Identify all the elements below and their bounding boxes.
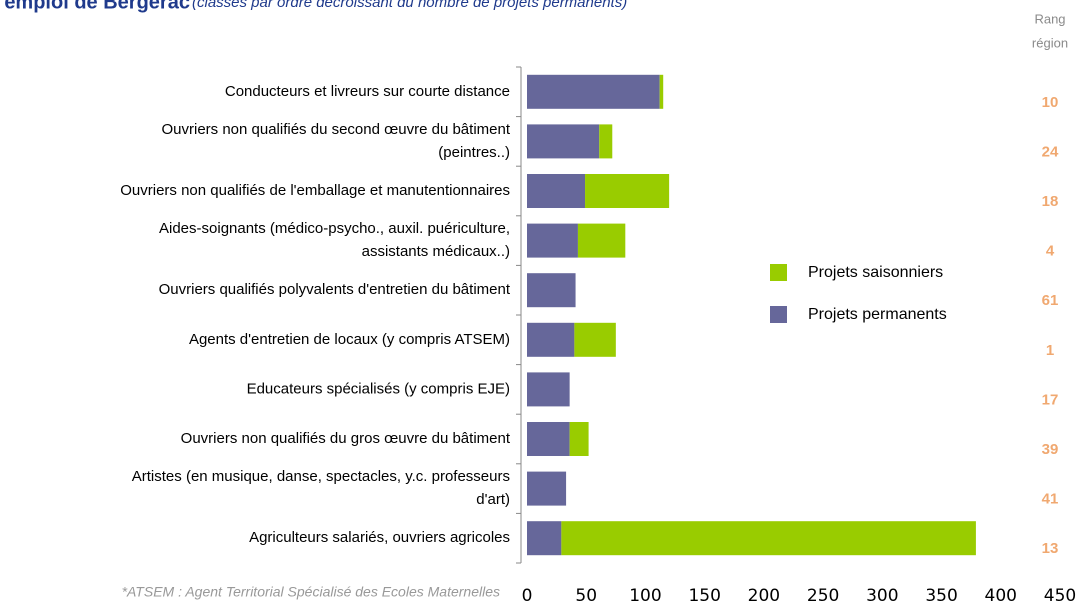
rank-label: 17 [1042, 391, 1059, 408]
x-tick-label: 100 [629, 586, 661, 606]
bar-segment [527, 372, 570, 407]
x-tick-label: 400 [985, 586, 1017, 606]
rank-label: 39 [1042, 441, 1059, 458]
chart-subtitle: (classés par ordre décroissant du nombre… [192, 0, 627, 11]
rank-label: 41 [1042, 491, 1059, 508]
footnote: *ATSEM : Agent Territorial Spécialisé de… [122, 584, 500, 600]
y-tick-label: Artistes (en musique, danse, spectacles,… [132, 468, 510, 485]
bar-segment [659, 74, 664, 109]
bar-segment [527, 471, 567, 506]
legend-label: Projets saisonniers [808, 264, 943, 281]
bar-segment [574, 322, 616, 357]
rank-label: 1 [1046, 342, 1054, 359]
chart-title: l'emploi de Bergerac [0, 0, 190, 13]
x-tick-label: 450 [1044, 586, 1076, 606]
x-tick-label: 50 [575, 586, 597, 606]
bar-segment [527, 273, 576, 308]
bar-segment [561, 521, 976, 556]
rank-label: 4 [1046, 243, 1055, 260]
y-tick-label: Ouvriers qualifiés polyvalents d'entreti… [159, 281, 511, 298]
bar-segment [527, 422, 570, 456]
y-tick-label: assistants médicaux..) [362, 243, 510, 260]
rank-label: 10 [1042, 94, 1059, 111]
y-tick-label: Educateurs spécialisés (y compris EJE) [247, 380, 510, 397]
y-tick-label: Ouvriers non qualifiés du second œuvre d… [161, 121, 510, 138]
rank-label: 24 [1042, 143, 1059, 160]
x-tick-label: 200 [748, 586, 780, 606]
y-tick-label: Agents d'entretien de locaux (y compris … [189, 331, 510, 348]
bar-segment [527, 223, 578, 258]
rank-header: région [1032, 35, 1068, 50]
bar-segment [527, 322, 575, 357]
y-tick-label: (peintres..) [438, 144, 510, 161]
y-tick-label: Aides-soignants (médico-psycho., auxil. … [159, 220, 510, 237]
x-tick-label: 300 [866, 586, 898, 606]
bar-segment [585, 174, 670, 208]
x-tick-label: 250 [807, 586, 839, 606]
x-tick-label: 150 [688, 586, 720, 606]
legend-swatch [770, 264, 787, 281]
bar-segment [599, 124, 613, 159]
bar-segment [527, 124, 600, 159]
y-tick-label: Agriculteurs salariés, ouvriers agricole… [249, 529, 510, 546]
legend-swatch [770, 306, 787, 323]
bar-segment [527, 174, 586, 208]
legend-label: Projets permanents [808, 306, 947, 323]
rank-label: 61 [1042, 292, 1059, 309]
x-tick-label: 350 [925, 586, 957, 606]
y-tick-label: Ouvriers non qualifiés du gros œuvre du … [181, 430, 511, 447]
rank-label: 18 [1042, 193, 1059, 210]
y-tick-label: d'art) [476, 491, 510, 508]
bar-segment [527, 74, 660, 109]
bar-segment [569, 422, 589, 456]
rank-header: Rang [1034, 11, 1065, 26]
bar-segment [577, 223, 626, 258]
y-tick-label: Conducteurs et livreurs sur courte dista… [225, 83, 510, 100]
y-tick-label: Ouvriers non qualifiés de l'emballage et… [120, 182, 510, 199]
bar-segment [527, 521, 562, 556]
x-tick-label: 0 [522, 586, 533, 606]
rank-label: 13 [1042, 540, 1059, 557]
